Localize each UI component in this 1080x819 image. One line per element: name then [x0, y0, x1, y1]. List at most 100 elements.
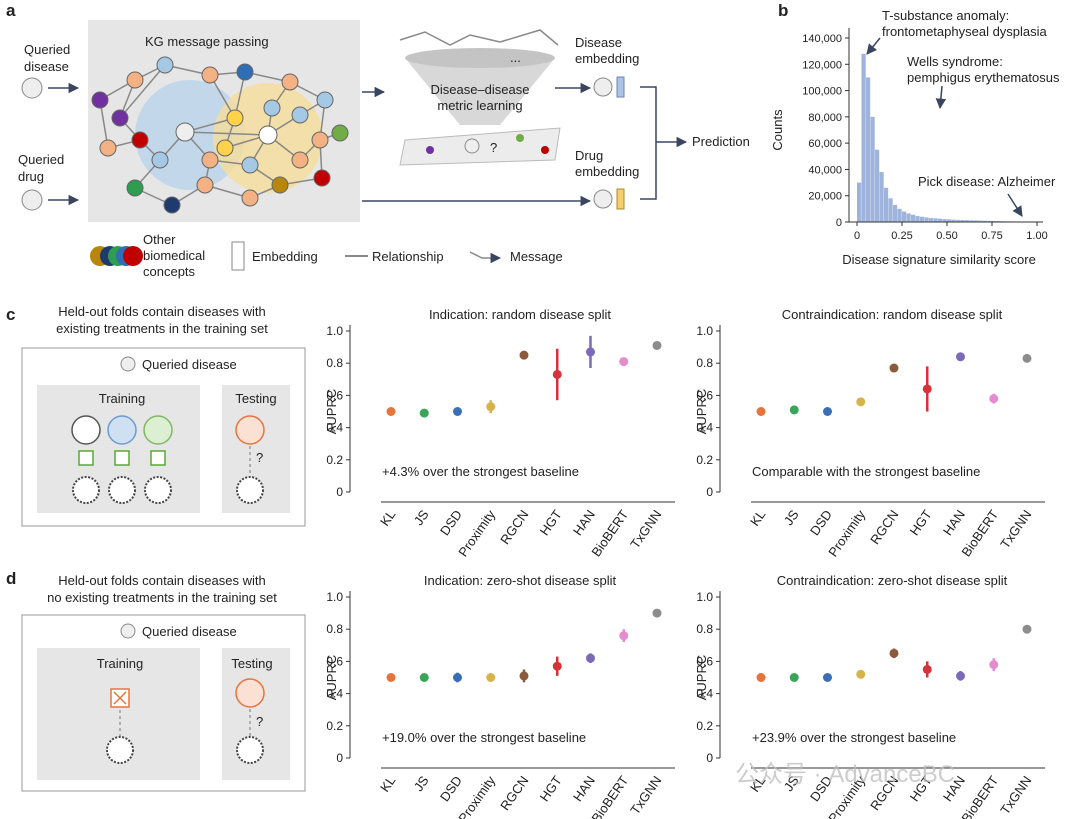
drug-icon [107, 415, 137, 445]
x-tick-label: DSD [807, 507, 835, 538]
bar [974, 220, 979, 222]
x-tick-label: TxGNN [627, 773, 664, 817]
node [241, 156, 259, 174]
mini-graph [399, 29, 559, 46]
y-tick-label: 40,000 [808, 164, 842, 176]
label: Queried [18, 152, 64, 167]
x-tick-label: HAN [570, 507, 598, 538]
embedding [616, 188, 625, 210]
node [316, 91, 334, 109]
node [263, 99, 281, 117]
panel-label: b [778, 1, 788, 20]
x-tick-label: KL [377, 773, 398, 795]
point [619, 631, 629, 641]
node [175, 122, 195, 142]
point [789, 673, 799, 682]
point [856, 397, 866, 407]
point [386, 673, 396, 682]
drug-icon [593, 189, 613, 209]
bar [978, 220, 983, 222]
bar [947, 219, 952, 222]
point [652, 340, 662, 350]
bar [857, 182, 862, 222]
cross [113, 691, 127, 705]
annotation: pemphigus erythematosus [907, 70, 1060, 85]
y-tick-label: 0 [836, 217, 842, 229]
bar [866, 77, 871, 222]
point [889, 363, 899, 373]
bar [992, 220, 997, 222]
node [258, 125, 278, 145]
y-axis-label: AUPRC [324, 389, 339, 435]
caption: existing treatments in the training set [56, 321, 268, 336]
point [823, 673, 832, 682]
legend-label: concepts [143, 264, 196, 279]
point [922, 664, 932, 674]
label: drug [18, 169, 44, 184]
node [281, 73, 299, 91]
bar [987, 220, 992, 222]
x-tick-label: 0 [854, 230, 860, 242]
disease-icon [236, 736, 264, 764]
swatch [123, 246, 143, 266]
edge [119, 64, 166, 119]
axis [349, 591, 675, 769]
y-tick-label: 1.0 [326, 590, 343, 604]
y-tick-label: 140,000 [802, 33, 842, 45]
y-tick-label: 1.0 [696, 590, 713, 604]
disease-icon [72, 476, 100, 504]
disease-icon [236, 476, 264, 504]
x-tick-label: HAN [570, 773, 598, 804]
drug-icon [235, 415, 265, 445]
y-tick-label: 1.0 [696, 324, 713, 338]
chart-title: Contraindication: random disease split [782, 307, 1003, 322]
node [131, 131, 149, 149]
bracket [640, 86, 657, 200]
bar [929, 218, 934, 222]
axis [349, 325, 675, 503]
bar [915, 216, 920, 222]
y-tick-label: 0.2 [696, 453, 713, 467]
check [114, 450, 130, 466]
annotation-arrow [1007, 193, 1023, 217]
point [486, 402, 496, 412]
bar [951, 219, 956, 222]
node [163, 196, 181, 214]
x-tick-label: TxGNN [627, 507, 664, 551]
point [419, 673, 429, 682]
annotation: Pick disease: Alzheimer [918, 174, 1056, 189]
y-axis-label: AUPRC [694, 389, 709, 435]
x-tick-label: DSD [437, 773, 465, 804]
chart-title: Indication: random disease split [429, 307, 611, 322]
point [586, 653, 595, 663]
y-tick-label: 0.4 [326, 687, 343, 701]
annotation: +23.9% over the strongest baseline [752, 730, 956, 745]
x-tick-label: 0.25 [891, 230, 912, 242]
x-tick-label: DSD [437, 507, 465, 538]
y-tick-label: 20,000 [808, 191, 842, 203]
axis [719, 325, 1045, 503]
annotation: Wells syndrome: [907, 54, 1003, 69]
point [989, 394, 999, 404]
y-tick-label: 100,000 [802, 86, 842, 98]
y-axis-label: AUPRC [694, 655, 709, 701]
training-icons [71, 415, 173, 504]
node [126, 71, 144, 89]
x-tick-label: RGCN [497, 507, 531, 547]
bar [879, 172, 884, 222]
bar [920, 216, 925, 222]
bar [870, 116, 875, 222]
x-tick-label: RGCN [497, 773, 531, 813]
drug-icon [143, 415, 173, 445]
node [99, 139, 117, 157]
prediction: Prediction [692, 134, 750, 149]
y-tick-label: 0.2 [696, 719, 713, 733]
x-axis-label: Disease signature similarity score [842, 252, 1036, 267]
node [91, 91, 109, 109]
point [652, 608, 662, 618]
label: Queried disease [142, 357, 237, 372]
label: disease [24, 59, 69, 74]
bar [893, 204, 898, 222]
bar [875, 149, 880, 222]
